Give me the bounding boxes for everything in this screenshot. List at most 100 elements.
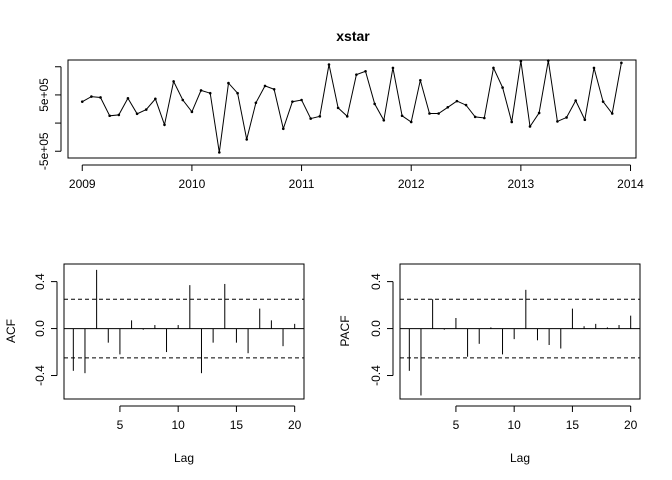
acf-bars	[64, 269, 304, 374]
pacf-x-label: Lag	[510, 451, 530, 465]
acf-x-axis: 5 10 15 20	[117, 405, 302, 432]
time-series-plot-frame	[67, 59, 637, 159]
acf-x-label: Lag	[174, 451, 194, 465]
time-series-point	[574, 99, 577, 102]
time-series-x-tick-label: 2009	[69, 177, 96, 191]
time-series-point	[437, 112, 440, 115]
acf-x-tick-label: 5	[117, 418, 124, 432]
acf-panel: -0.4 0.0 0.4 5 10 15 20 Lag ACF	[4, 263, 305, 465]
time-series-x-tick-label: 2011	[289, 177, 315, 191]
time-series-point	[537, 111, 541, 115]
pacf-x-axis: 5 10 15 20	[453, 405, 638, 432]
time-series-y-tick-label: -5e+05	[37, 132, 51, 170]
time-series-point	[281, 127, 285, 131]
time-series-line	[82, 60, 622, 153]
time-series-point	[510, 120, 514, 124]
time-series-point	[90, 95, 93, 98]
time-series-title: xstar	[336, 28, 370, 44]
time-series-point	[154, 97, 157, 101]
acf-y-axis: -0.4 0.0 0.4	[33, 273, 58, 386]
pacf-x-tick-label: 15	[566, 418, 580, 432]
time-series-point	[556, 120, 559, 123]
time-series-point	[263, 84, 267, 88]
time-series-point	[126, 96, 130, 100]
time-series-point	[254, 101, 258, 105]
time-series-x-tick-label: 2014	[617, 177, 644, 191]
pacf-plot-frame	[399, 263, 641, 400]
time-series-point	[400, 114, 404, 118]
time-series-point	[245, 138, 249, 141]
time-series-x-tick-label: 2010	[179, 177, 206, 191]
pacf-panel: -0.4 0.0 0.4 5 10 15 20 Lag PACF	[338, 263, 641, 465]
time-series-point	[364, 69, 367, 73]
time-series-point	[218, 151, 221, 154]
time-series-point	[519, 59, 523, 63]
acf-y-tick-label: -0.4	[33, 365, 47, 386]
time-series-point	[144, 108, 148, 111]
time-series-point	[483, 116, 486, 120]
time-series-point	[373, 102, 376, 106]
time-series-point	[163, 123, 166, 127]
time-series-y-tick-label: 5e+05	[37, 78, 51, 112]
time-series-point	[318, 115, 322, 118]
time-series-point	[236, 91, 239, 95]
time-series-point	[272, 87, 276, 91]
time-series-point	[601, 100, 605, 103]
time-series-point	[99, 96, 102, 99]
time-series-point	[492, 66, 495, 70]
acf-x-tick-label: 20	[288, 418, 302, 432]
time-series-point	[190, 110, 194, 114]
time-series-point	[345, 115, 349, 118]
pacf-y-label: PACF	[338, 315, 352, 346]
pacf-bars	[400, 289, 640, 396]
time-series-point	[355, 73, 358, 76]
time-series-point	[300, 98, 303, 102]
time-series-point	[135, 112, 139, 116]
acf-x-tick-label: 15	[230, 418, 244, 432]
acf-y-label: ACF	[4, 319, 18, 343]
time-series-point	[108, 114, 111, 118]
time-series-point	[208, 91, 212, 95]
time-series-point	[583, 118, 587, 122]
time-series-point	[327, 63, 331, 66]
time-series-point	[409, 120, 413, 124]
time-series-point	[172, 80, 175, 83]
time-series-point	[464, 103, 468, 107]
time-series-point	[528, 125, 532, 128]
time-series-point	[473, 115, 477, 119]
acf-x-tick-label: 10	[171, 418, 185, 432]
pacf-y-tick-label: 0.0	[369, 320, 383, 337]
time-series-point	[80, 100, 84, 103]
pacf-x-tick-label: 10	[507, 418, 521, 432]
time-series-point	[227, 81, 230, 85]
time-series-point	[428, 112, 431, 115]
time-series-series-line	[82, 60, 622, 153]
time-series-point	[592, 66, 596, 70]
time-series-point	[309, 117, 312, 120]
acf-y-tick-label: 0.4	[33, 273, 47, 290]
pacf-x-tick-label: 5	[453, 418, 460, 432]
pacf-y-tick-label: -0.4	[369, 365, 383, 386]
time-series-point	[181, 98, 185, 102]
time-series-x-tick-label: 2013	[508, 177, 535, 191]
time-series-point	[117, 113, 121, 117]
time-series-point	[336, 106, 340, 110]
acf-plot-frame	[63, 263, 305, 400]
pacf-y-tick-label: 0.4	[369, 273, 383, 290]
time-series-point	[565, 116, 568, 119]
time-series-point	[620, 61, 623, 65]
pacf-x-tick-label: 20	[624, 418, 638, 432]
time-series-point	[546, 59, 550, 62]
acf-y-tick-label: 0.0	[33, 320, 47, 337]
time-series-x-axis: 2009 2010 2011 2012 2013 2014	[69, 164, 644, 191]
time-series-point	[291, 100, 294, 103]
time-series-point	[382, 118, 386, 122]
pacf-y-axis: -0.4 0.0 0.4	[369, 273, 394, 386]
time-series-point	[199, 89, 203, 92]
time-series-point	[446, 106, 450, 109]
time-series-x-tick-label: 2012	[398, 177, 425, 191]
time-series-point	[610, 112, 614, 115]
time-series-point	[501, 86, 504, 89]
